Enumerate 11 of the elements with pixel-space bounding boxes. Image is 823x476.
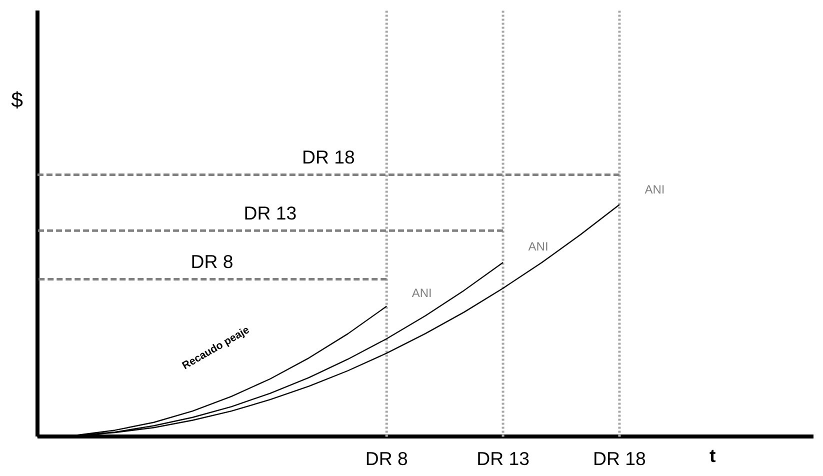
x-axis-title: t: [709, 445, 716, 466]
annotation: ANI: [644, 182, 665, 197]
x-tick-label: DR 18: [593, 448, 646, 469]
series-label: DR 8: [190, 250, 234, 272]
series-label: DR 13: [244, 202, 297, 224]
series-label: DR 18: [302, 146, 355, 168]
x-tick-label: DR 13: [476, 448, 530, 469]
y-axis-title: $: [11, 88, 24, 112]
x-tick-label: DR 8: [365, 448, 408, 469]
annotation: ANI: [528, 240, 548, 254]
annotation: ANI: [412, 286, 432, 300]
